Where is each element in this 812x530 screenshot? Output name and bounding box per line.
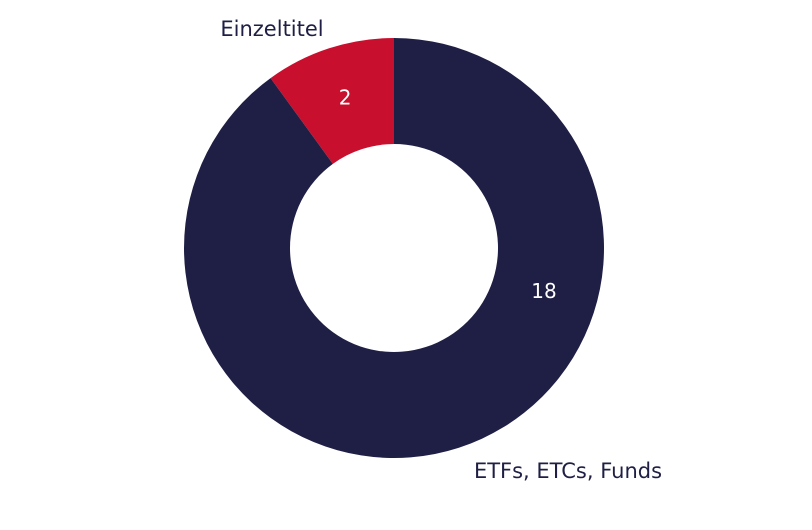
slices-group [183,38,605,458]
category-label-etfs-etcs-funds: ETFs, ETCs, Funds [474,459,662,483]
labels-group: 2 18 Einzeltitel ETFs, ETCs, Funds [220,17,662,483]
slice-einzeltitel[interactable] [270,38,394,164]
category-label-einzeltitel: Einzeltitel [220,17,323,41]
slice-etfs-etcs-funds[interactable] [183,38,605,458]
value-label-etfs-etcs-funds: 18 [531,279,556,303]
value-label-einzeltitel: 2 [339,86,352,110]
